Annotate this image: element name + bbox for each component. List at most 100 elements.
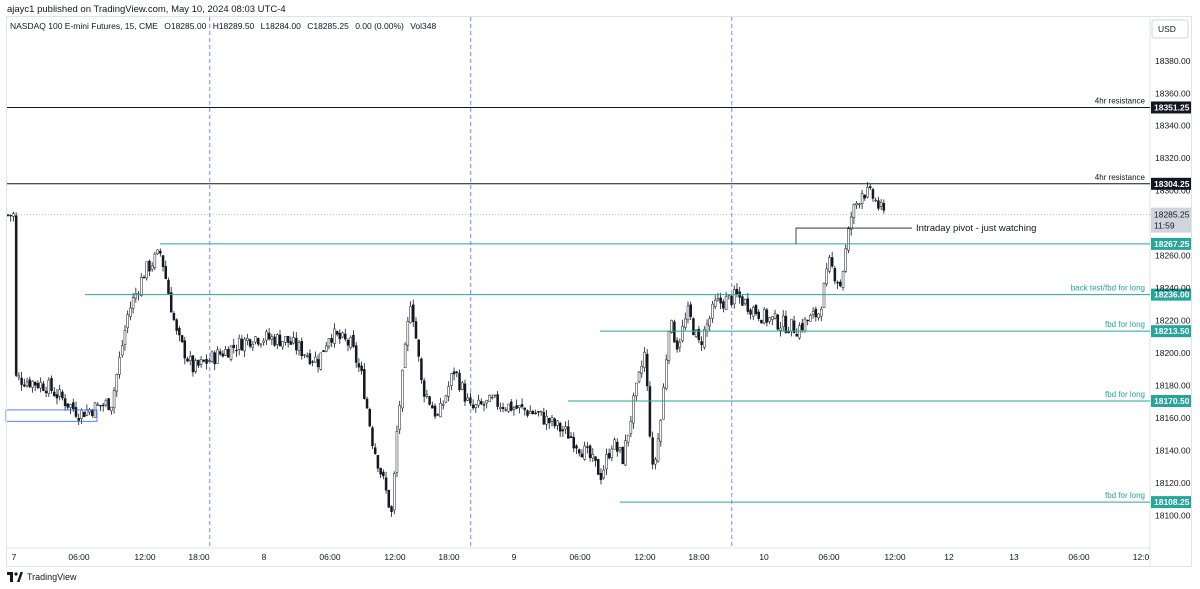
candle-body xyxy=(159,250,162,254)
candle-body xyxy=(172,313,176,320)
candle-body xyxy=(561,429,565,432)
price-tick-label: 18320.00 xyxy=(1155,153,1191,163)
candle-body xyxy=(877,200,880,209)
candle-body xyxy=(697,328,701,341)
candle-body xyxy=(140,277,143,296)
candle-body xyxy=(96,404,100,406)
candle-body xyxy=(213,352,216,365)
candle-body xyxy=(311,361,314,363)
price-tick-label: 18140.00 xyxy=(1155,446,1191,456)
candle-body xyxy=(55,394,59,399)
time-tick-label: 12 xyxy=(944,552,954,562)
candle-body xyxy=(640,366,644,374)
price-tick-label: 18220.00 xyxy=(1155,316,1191,326)
candle-body xyxy=(588,445,592,458)
candle-body xyxy=(703,329,706,348)
candle-body xyxy=(349,337,352,348)
time-tick-label: 12:00 xyxy=(134,552,156,562)
candle-body xyxy=(31,381,34,388)
footer-brand: TradingView xyxy=(27,572,77,582)
candle-body xyxy=(550,417,554,422)
candle-body xyxy=(436,414,440,416)
candle-body xyxy=(414,321,418,339)
candle-body xyxy=(243,338,246,352)
currency-box[interactable] xyxy=(1151,19,1189,39)
price-tick-label: 18340.00 xyxy=(1155,121,1191,131)
price-tag xyxy=(1151,237,1191,250)
candle-body xyxy=(618,447,622,451)
candle-body xyxy=(167,279,170,294)
ohlc-close: C18285.25 xyxy=(307,21,349,31)
candle-body xyxy=(295,337,298,351)
candle-body xyxy=(586,446,589,448)
candle-body xyxy=(259,343,263,346)
candle-body xyxy=(237,337,241,350)
candle-body xyxy=(539,410,543,413)
time-tick-label: 18:00 xyxy=(688,552,710,562)
price-tag-label: 18351.25 xyxy=(1154,102,1190,112)
candle-body xyxy=(142,276,146,279)
candle-body xyxy=(39,382,42,389)
time-tick-label: 13 xyxy=(1009,552,1019,562)
candle-body xyxy=(871,189,875,199)
candle-body xyxy=(773,313,777,319)
candle-body xyxy=(9,214,12,217)
candle-body xyxy=(406,320,410,346)
candle-body xyxy=(80,409,83,419)
candle-body xyxy=(77,417,80,421)
candle-body xyxy=(357,363,361,368)
time-tick-label: 06:00 xyxy=(569,552,591,562)
candle-body xyxy=(814,308,818,318)
candle-body xyxy=(466,397,469,401)
candle-body xyxy=(363,369,366,399)
candle-body xyxy=(626,434,630,443)
candle-body xyxy=(14,215,18,376)
candle-body xyxy=(346,340,350,346)
candle-body xyxy=(208,360,211,362)
candle-body xyxy=(762,309,766,324)
candle-body xyxy=(112,390,116,408)
candle-body xyxy=(493,394,497,397)
candle-body xyxy=(662,386,665,420)
candle-body xyxy=(629,420,633,434)
candle-body xyxy=(694,329,698,337)
candle-body xyxy=(251,344,255,348)
candle-body xyxy=(632,395,635,424)
candle-body xyxy=(330,338,333,343)
candle-body xyxy=(784,315,788,333)
candle-body xyxy=(303,354,306,356)
candle-body xyxy=(735,288,739,295)
time-tick-label: 12:00 xyxy=(884,552,906,562)
candle-body xyxy=(153,253,157,268)
price-tag-label: 18304.25 xyxy=(1154,179,1190,189)
candle-body xyxy=(246,337,249,342)
time-tick-label: 12:00 xyxy=(384,552,406,562)
time-tick-label: 9 xyxy=(512,552,517,562)
candle-body xyxy=(548,418,551,424)
candle-body xyxy=(273,336,276,346)
candle-body xyxy=(352,334,355,347)
candle-body xyxy=(115,374,119,392)
candle-body xyxy=(61,391,64,399)
candle-body xyxy=(800,323,804,331)
candle-body xyxy=(768,317,771,322)
candle-body xyxy=(692,318,695,336)
candle-body xyxy=(267,332,271,340)
candle-body xyxy=(509,401,513,411)
candle-body xyxy=(314,356,317,363)
price-tag xyxy=(1151,288,1191,301)
candle-body xyxy=(58,389,61,397)
candle-body xyxy=(830,257,834,267)
level-note: back test/fbd for long xyxy=(1071,284,1145,293)
time-axis-ticks: 7 06:00 12:00 18:00 8 06:00 12:00 18:00 9 06:00 12… xyxy=(12,552,1150,562)
candle-body xyxy=(798,325,801,339)
candle-body xyxy=(379,467,382,475)
candle-body xyxy=(180,335,184,343)
price-tag xyxy=(1151,325,1191,338)
candle-body xyxy=(469,397,472,404)
candle-body xyxy=(760,319,763,324)
candle-body xyxy=(868,186,872,188)
candle-body xyxy=(66,403,70,408)
candle-body xyxy=(844,248,848,272)
